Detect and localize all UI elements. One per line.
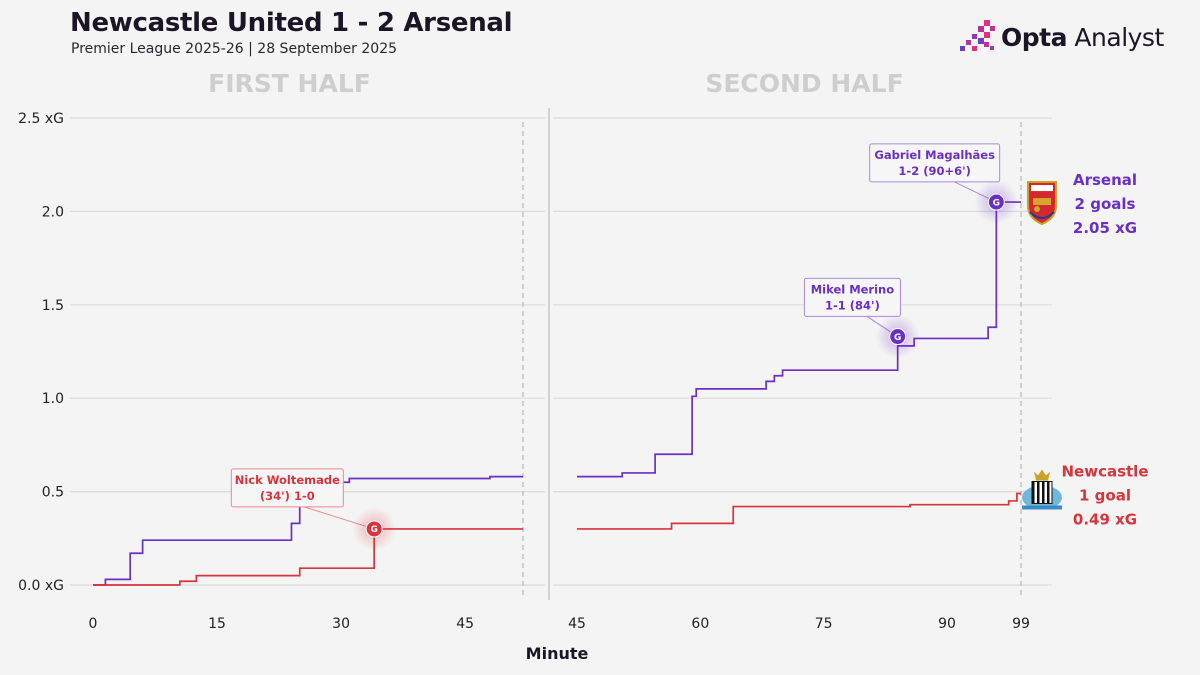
newcastle-crest-icon xyxy=(1022,469,1062,510)
opta-analyst-logo: Opta Analyst xyxy=(958,20,1164,54)
goal-marker xyxy=(987,193,1005,211)
x-tick-label: 99 xyxy=(1012,616,1030,632)
newcastle-xg-line-first-half xyxy=(93,528,523,586)
x-tick-label: 75 xyxy=(815,616,833,632)
series-layer xyxy=(93,201,1021,586)
y-tick-label: 0.5 xyxy=(42,485,64,501)
brand-light: Analyst xyxy=(1074,22,1164,52)
goal-score-label: 1-2 (90+6') xyxy=(898,164,970,178)
x-axis-title: Minute xyxy=(526,644,589,663)
grid-layer xyxy=(70,108,1052,600)
arsenal-crest-cannon xyxy=(1033,198,1051,206)
y-tick-label: 0.0 xG xyxy=(18,578,64,594)
y-tick-label: 1.5 xyxy=(42,298,64,314)
first-half-label: FIRST HALF xyxy=(208,69,371,98)
goal-label-box xyxy=(230,468,344,508)
x-tick-label: 60 xyxy=(691,616,709,632)
team-summary-line: 2.05 xG xyxy=(1073,219,1137,237)
annotation-layer: G Nick Woltemade (34') 1-0 G Mikel Merino 1-1… xyxy=(230,143,1062,551)
team-summary-line: Newcastle xyxy=(1061,462,1148,480)
newcastle-xg-line-second-half xyxy=(577,492,1021,530)
goal-score-label: (34') 1-0 xyxy=(260,489,315,503)
newcastle-crest-castle xyxy=(1034,469,1050,481)
chart-title: Newcastle United 1 - 2 Arsenal xyxy=(70,8,513,38)
newcastle-crest-stripe xyxy=(1047,481,1050,504)
team-summary-line: 0.49 xG xyxy=(1073,510,1137,528)
x-tick-label: 30 xyxy=(332,616,350,632)
goal-scorer-label: Nick Woltemade xyxy=(235,473,340,487)
goal-marker-label: G xyxy=(894,333,901,343)
x-tick-label: 45 xyxy=(568,616,586,632)
goal-marker-label: G xyxy=(370,525,377,535)
brand-bold: Opta xyxy=(1001,22,1067,52)
y-tick-label: 1.0 xyxy=(42,391,64,407)
newcastle-crest-stripe xyxy=(1032,481,1035,504)
x-tick-label: 45 xyxy=(456,616,474,632)
x-tick-label: 0 xyxy=(89,616,98,632)
team-summary-line: 1 goal xyxy=(1079,486,1131,504)
goal-label-box xyxy=(803,277,901,317)
arsenal-xg-line-first-half xyxy=(93,475,523,586)
goal-label-box xyxy=(869,143,1001,183)
y-tick-label: 2.5 xG xyxy=(18,111,64,127)
x-tick-label: 15 xyxy=(208,616,226,632)
goal-scorer-label: Mikel Merino xyxy=(811,282,895,296)
arsenal-xg-line-second-half xyxy=(577,201,1021,478)
goal-marker xyxy=(365,520,383,538)
second-half-label: SECOND HALF xyxy=(705,69,903,98)
arsenal-crest-banner xyxy=(1031,185,1053,192)
arsenal-crest-base xyxy=(1029,211,1055,220)
newcastle-crest-stripe xyxy=(1037,481,1040,504)
opta-logo-icon xyxy=(960,20,995,51)
chart-subtitle: Premier League 2025-26 | 28 September 20… xyxy=(71,41,398,57)
team-summary-line: Arsenal xyxy=(1073,171,1137,189)
goal-score-label: 1-1 (84') xyxy=(825,298,880,312)
goal-marker-label: G xyxy=(993,198,1000,208)
text-layer: 0.0 xG 0.5 1.0 1.5 2.0 2.5 xG FIRST HALF 0 15 30 4… xyxy=(18,69,1148,663)
y-tick-label: 2.0 xyxy=(42,204,64,220)
goal-marker xyxy=(889,328,907,346)
goal-scorer-label: Gabriel Magalhães xyxy=(874,148,995,162)
arsenal-crest-icon xyxy=(1027,181,1057,226)
x-tick-label: 90 xyxy=(938,616,956,632)
newcastle-crest-stripe xyxy=(1042,481,1045,504)
newcastle-crest-wave xyxy=(1022,505,1062,510)
team-summary-line: 2 goals xyxy=(1075,195,1136,213)
arsenal-crest-wheel xyxy=(1034,206,1040,213)
